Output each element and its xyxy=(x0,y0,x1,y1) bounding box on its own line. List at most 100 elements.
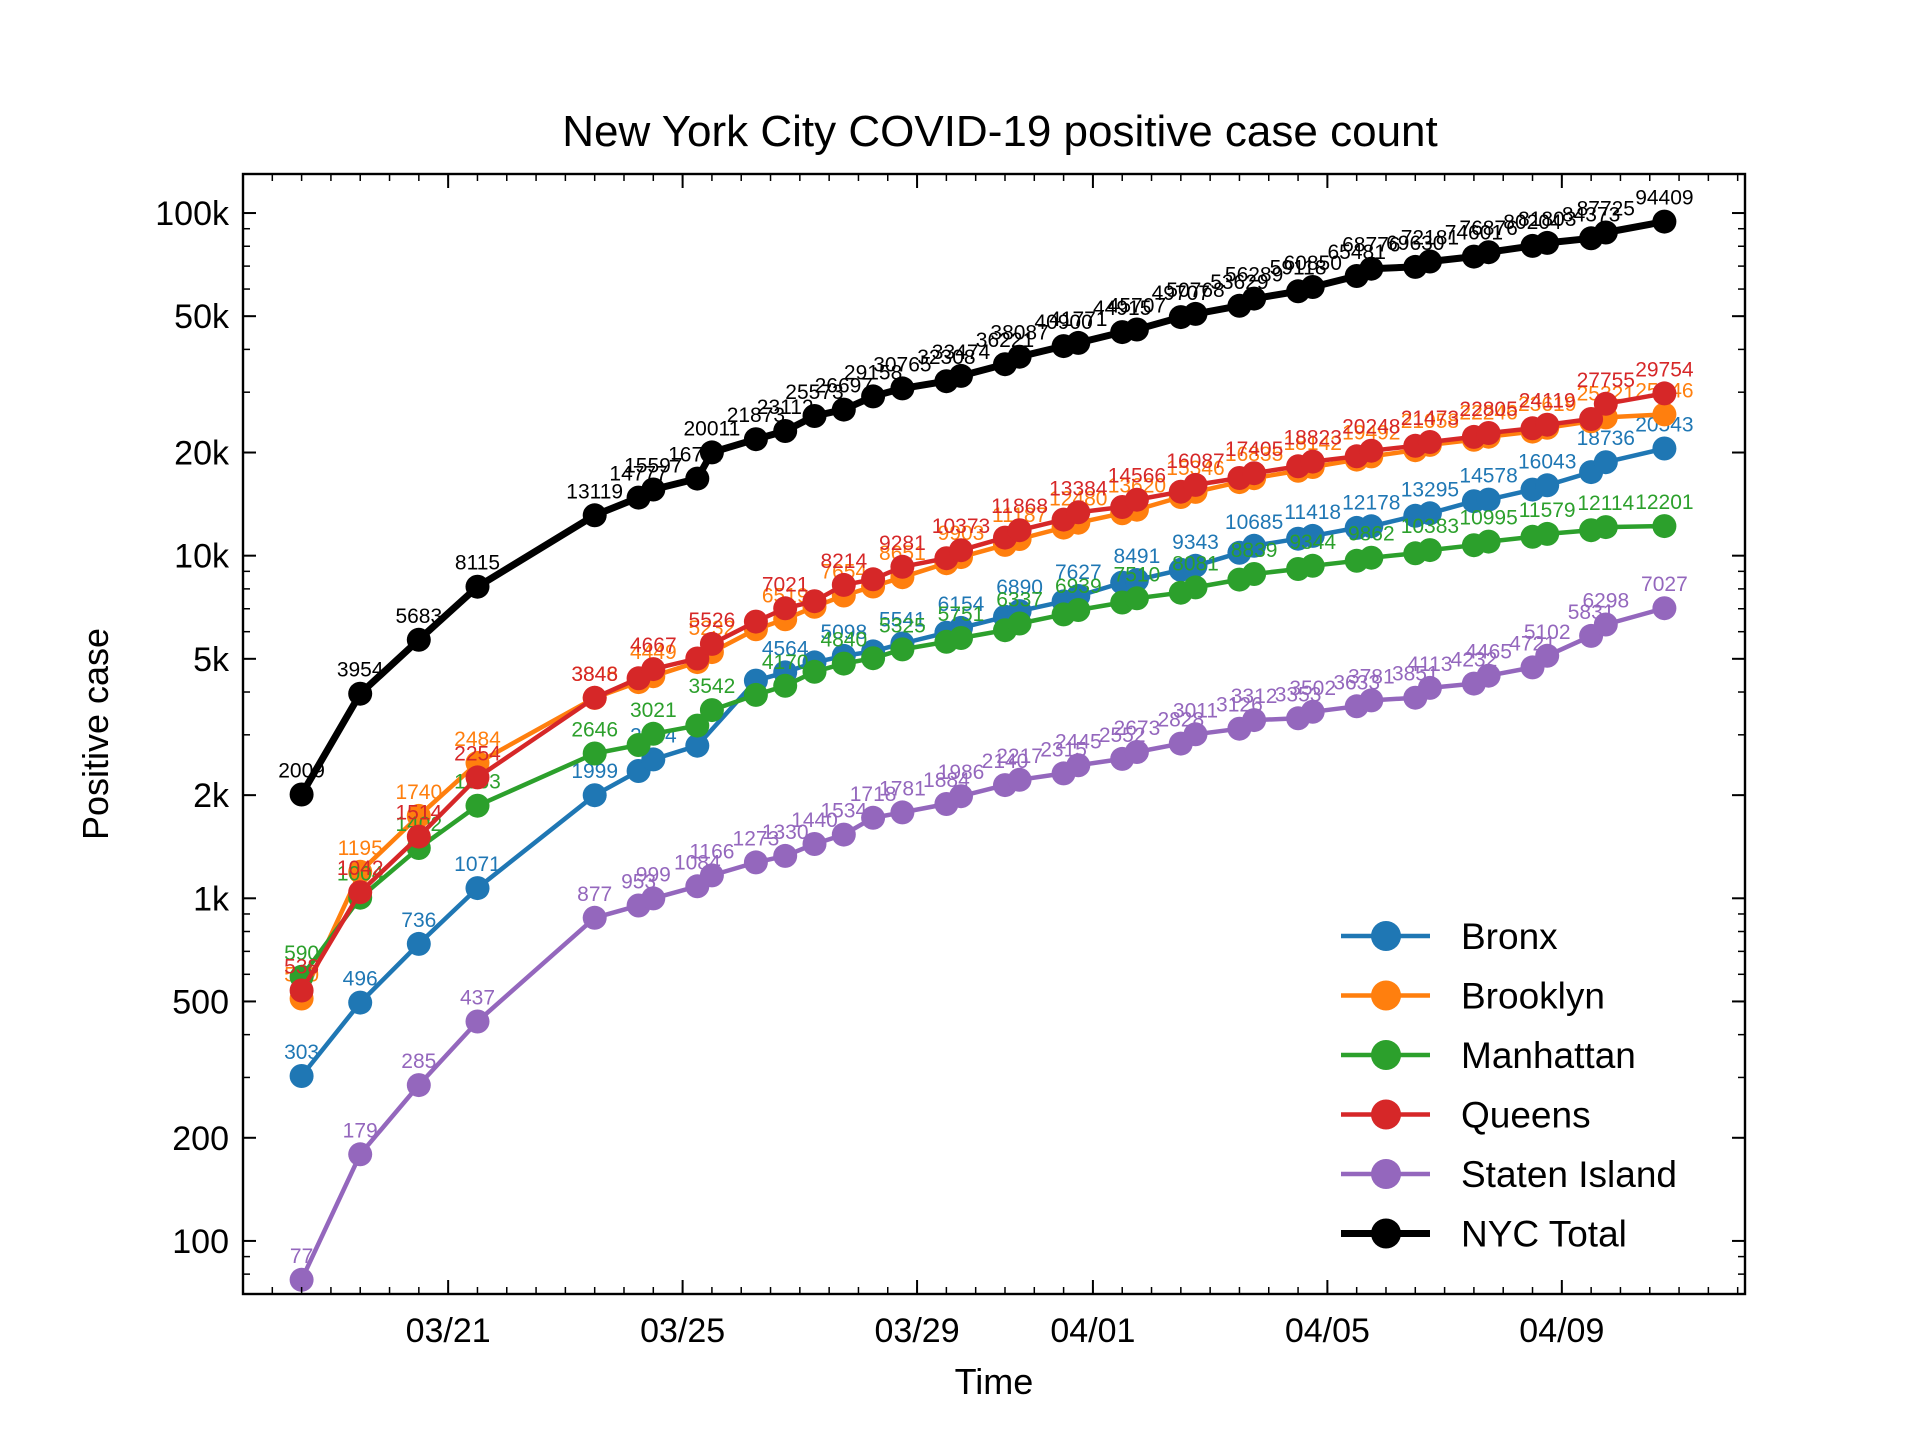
data-label: 40900 xyxy=(1034,311,1092,334)
data-point xyxy=(1476,529,1501,554)
legend-marker xyxy=(1371,1218,1401,1249)
data-label: 59118 xyxy=(1270,256,1327,279)
data-label: 3353 xyxy=(1275,683,1322,706)
data-label: 9281 xyxy=(879,532,926,555)
data-label: 17405 xyxy=(1225,438,1283,461)
data-label: 3312 xyxy=(1231,685,1278,708)
data-label: 1718 xyxy=(850,783,897,806)
data-point xyxy=(861,384,886,409)
data-label: 3021 xyxy=(630,699,677,722)
data-point xyxy=(641,721,666,746)
data-point xyxy=(406,627,431,652)
data-label: 8839 xyxy=(1231,539,1278,562)
data-label: 2484 xyxy=(454,728,501,751)
data-label: 27755 xyxy=(1577,369,1635,392)
data-point xyxy=(406,1073,431,1098)
data-point xyxy=(1476,421,1501,445)
data-label: 6519 xyxy=(762,584,809,607)
data-label: 4465 xyxy=(1465,641,1512,664)
data-point xyxy=(1652,596,1677,621)
data-point xyxy=(743,682,768,707)
legend-marker xyxy=(1371,1040,1401,1070)
data-point xyxy=(1066,598,1091,622)
data-label: 11579 xyxy=(1519,499,1576,522)
data-label: 1166 xyxy=(689,840,734,863)
data-point xyxy=(582,503,607,528)
data-point xyxy=(1593,220,1618,245)
data-point xyxy=(1183,575,1208,600)
data-label: 6337 xyxy=(996,589,1043,612)
data-label: 23619 xyxy=(1518,393,1576,416)
data-point xyxy=(289,978,314,1003)
legend-item-queens: Queens xyxy=(1341,1095,1591,1136)
data-point xyxy=(831,651,856,676)
data-label: 44915 xyxy=(1093,297,1151,320)
data-point xyxy=(1535,643,1560,668)
data-point xyxy=(1300,275,1325,299)
data-label: 9862 xyxy=(1348,523,1395,546)
data-point xyxy=(1535,412,1560,437)
data-point xyxy=(465,765,490,790)
data-label: 45707 xyxy=(1108,295,1166,318)
data-point xyxy=(1535,473,1560,498)
data-label: 3848 xyxy=(571,663,618,686)
data-point xyxy=(1007,344,1032,369)
data-point xyxy=(861,567,886,592)
data-point xyxy=(465,1009,490,1034)
data-label: 5541 xyxy=(879,609,926,632)
data-label: 6154 xyxy=(938,593,985,616)
data-point xyxy=(831,397,856,422)
data-label: 60850 xyxy=(1283,252,1341,275)
data-label: 19492 xyxy=(1342,421,1400,444)
data-label: 3011 xyxy=(1173,699,1218,722)
data-point xyxy=(348,880,373,905)
data-point xyxy=(1652,381,1677,406)
data-label: 5102 xyxy=(1524,621,1571,644)
data-label: 20248 xyxy=(1342,416,1400,439)
legend-marker xyxy=(1371,1099,1401,1130)
data-label: 15346 xyxy=(1166,457,1224,480)
data-point xyxy=(699,698,724,723)
data-label: 7627 xyxy=(1055,561,1102,584)
data-label: 13295 xyxy=(1401,478,1459,501)
data-label: 38087 xyxy=(990,322,1048,345)
legend-item-staten-island: Staten Island xyxy=(1341,1154,1677,1195)
data-point xyxy=(1535,521,1560,546)
data-point xyxy=(1359,438,1384,463)
data-point xyxy=(685,466,710,491)
data-label: 3846 xyxy=(571,663,618,686)
data-label: 49707 xyxy=(1152,282,1210,305)
data-label: 1781 xyxy=(879,777,926,800)
data-point xyxy=(831,572,856,597)
data-label: 3851 xyxy=(1392,663,1439,686)
x-tick-label: 03/25 xyxy=(640,1312,725,1350)
data-label: 16043 xyxy=(1518,450,1576,473)
data-point xyxy=(1300,553,1325,578)
data-point xyxy=(1124,317,1149,342)
legend-marker xyxy=(1371,980,1401,1011)
data-label: 6298 xyxy=(1582,590,1629,613)
data-label: 76876 xyxy=(1459,217,1517,240)
data-label: 1402 xyxy=(395,813,442,836)
data-point xyxy=(1417,675,1442,700)
data-point xyxy=(582,741,607,766)
data-label: 2254 xyxy=(454,742,501,765)
data-label: 3126 xyxy=(1216,694,1263,717)
data-point xyxy=(1183,553,1208,578)
data-point xyxy=(406,824,431,849)
data-label: 12480 xyxy=(1049,488,1107,511)
y-tick-label: 50k xyxy=(174,298,230,336)
data-point xyxy=(641,657,666,682)
data-label: 1084 xyxy=(674,851,721,874)
data-point xyxy=(1359,688,1384,713)
x-tick-label: 03/29 xyxy=(875,1312,960,1350)
data-label: 77 xyxy=(290,1245,313,1268)
data-point xyxy=(582,783,607,808)
data-point xyxy=(1066,330,1091,355)
legend-marker xyxy=(1371,1159,1401,1189)
data-point xyxy=(1593,450,1618,475)
legend-label: NYC Total xyxy=(1461,1214,1627,1255)
data-point xyxy=(1124,740,1149,764)
data-point xyxy=(699,440,724,465)
data-point xyxy=(1359,514,1384,539)
